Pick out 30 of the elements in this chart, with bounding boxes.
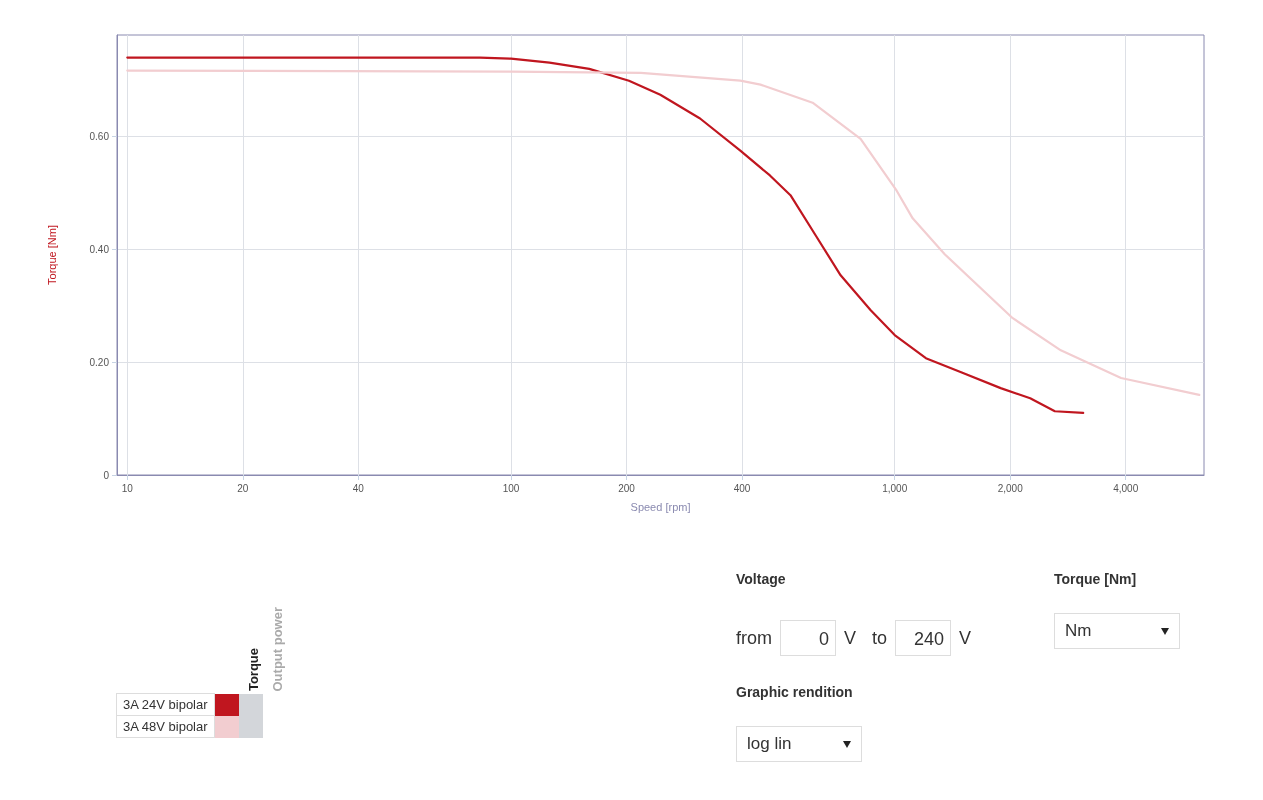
text: Torque	[246, 647, 261, 691]
x-tick-label: 1,000	[882, 482, 908, 494]
y-tick-label: 0.20	[89, 356, 110, 368]
y-tick-label: 0.40	[89, 243, 110, 255]
text: V	[844, 627, 857, 649]
x-tick-label: 4,000	[1113, 482, 1139, 494]
y-tick-label: 0	[103, 469, 110, 481]
text: Output power	[270, 606, 285, 691]
text-field: 0	[780, 620, 836, 656]
dropdown: Nm	[1054, 613, 1180, 649]
dropdown: log lin	[736, 726, 862, 762]
y-tick-label: 0.60	[89, 131, 110, 143]
text: Graphic rendition	[736, 684, 853, 700]
x-tick-label: 10	[121, 482, 134, 494]
x-axis-title: Speed [rpm]	[630, 500, 691, 513]
text: to	[872, 627, 888, 649]
x-tick-label: 20	[237, 482, 249, 494]
text: from	[736, 627, 772, 649]
text: Voltage	[736, 571, 786, 587]
y-axis-title: Torque [Nm]	[45, 225, 58, 285]
legend-label: 3A 24V bipolar	[116, 693, 215, 716]
legend-label: 3A 48V bipolar	[116, 715, 215, 738]
text: V	[959, 627, 972, 649]
x-tick-label: 40	[352, 482, 365, 494]
x-tick-label: 400	[733, 482, 751, 494]
text-field: 240	[895, 620, 952, 656]
text: Torque [Nm]	[1054, 571, 1137, 587]
x-tick-label: 200	[618, 482, 636, 494]
x-tick-label: 100	[502, 482, 520, 494]
x-tick-label: 2,000	[997, 482, 1024, 494]
